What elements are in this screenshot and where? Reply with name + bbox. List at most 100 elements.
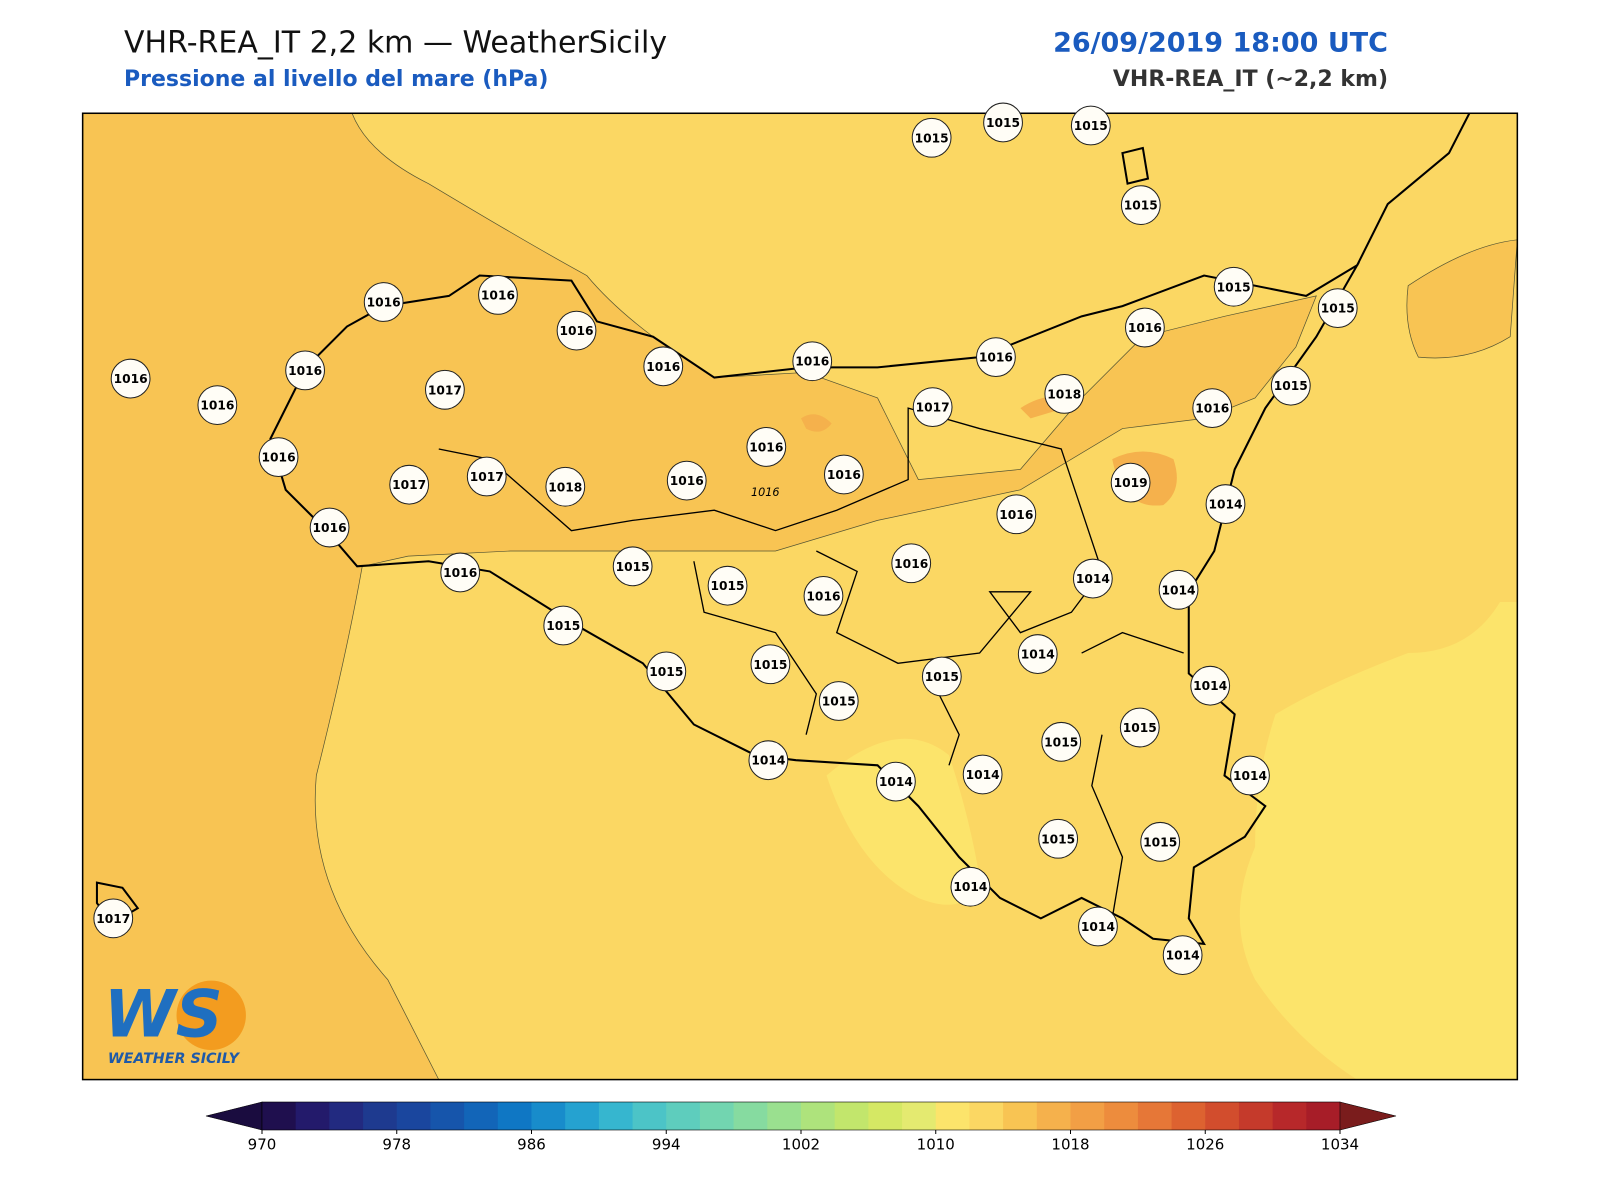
station: 1016	[891, 543, 932, 584]
station-marker	[1110, 462, 1151, 503]
station: 1016	[792, 341, 833, 382]
colorbar-bin	[464, 1102, 499, 1130]
station: 1016	[258, 437, 299, 478]
station-value: 1015	[1274, 379, 1308, 393]
station-value: 1014	[879, 775, 913, 789]
station-marker	[285, 350, 325, 391]
station-marker	[792, 341, 833, 382]
station: 1014	[876, 761, 916, 802]
station: 1015	[750, 644, 791, 685]
station-marker	[556, 310, 597, 351]
station-value: 1015	[1123, 721, 1157, 735]
station-marker	[912, 387, 953, 428]
station: 1014	[1190, 665, 1231, 706]
station-marker	[818, 681, 859, 721]
station: 1017	[389, 464, 430, 505]
colorbar-under	[205, 1101, 263, 1131]
station-marker	[363, 282, 404, 322]
colorbar-tick-label: 1018	[1051, 1136, 1089, 1154]
colorbar-bin	[1003, 1102, 1038, 1130]
station-marker	[643, 346, 684, 387]
logo: WS WEATHER SICILY	[104, 976, 246, 1067]
station: 1015	[543, 605, 584, 646]
station-value: 1014	[953, 880, 987, 894]
colorbar-tick-label: 1026	[1186, 1136, 1224, 1154]
colorbar-bin	[969, 1102, 1004, 1130]
station-marker	[646, 651, 687, 692]
station-marker	[1017, 634, 1058, 674]
station: 1015	[1213, 266, 1254, 307]
station-value: 1016	[288, 364, 322, 378]
colorbar-bin	[902, 1102, 937, 1130]
colorbar-bin	[666, 1102, 701, 1130]
colorbar-bin	[430, 1102, 465, 1130]
colorbar-bin	[1272, 1102, 1307, 1130]
station-marker	[1317, 288, 1358, 329]
station: 1016	[803, 576, 844, 616]
colorbar-bin	[868, 1102, 903, 1130]
station-marker	[921, 656, 962, 697]
map-frame	[81, 112, 1519, 1081]
station-value: 1014	[1162, 583, 1196, 597]
station-marker	[876, 761, 916, 802]
station-value: 1014	[1076, 572, 1110, 586]
station-marker	[1072, 558, 1113, 599]
station: 1016	[440, 552, 481, 593]
colorbar-tick-label: 978	[382, 1136, 411, 1154]
field-1016	[1406, 239, 1518, 359]
colorbar-bin	[1137, 1102, 1173, 1130]
station: 1015	[983, 102, 1023, 143]
station: 1015	[911, 117, 952, 158]
station-marker	[1119, 707, 1160, 748]
colorbar-bin	[1306, 1102, 1341, 1130]
colorbar-bin	[329, 1102, 364, 1130]
station-value: 1015	[1044, 735, 1078, 749]
station-marker	[545, 466, 586, 507]
station-value: 1016	[313, 521, 347, 535]
station: 1016	[1124, 307, 1165, 348]
logo-mark: WS	[104, 976, 223, 1052]
station-value: 1016	[367, 296, 401, 310]
station-marker	[1038, 818, 1079, 859]
station-value: 1016	[894, 557, 928, 571]
station: 1016	[996, 494, 1037, 535]
station-value: 1014	[1233, 769, 1267, 783]
station: 1015	[1270, 365, 1311, 406]
station: 1016	[746, 427, 787, 467]
station: 1016	[556, 310, 597, 351]
station-marker	[666, 460, 707, 501]
station: 1014	[1205, 484, 1246, 524]
station: 1014	[1158, 569, 1199, 610]
station-marker	[612, 546, 653, 587]
station-marker	[440, 552, 481, 593]
station-marker	[1213, 266, 1254, 307]
logo-text: WEATHER SICILY	[108, 1051, 241, 1067]
station-marker	[1270, 365, 1311, 406]
colorbar-bin	[497, 1102, 532, 1130]
colorbar-bin	[363, 1102, 398, 1130]
station-value: 1014	[1193, 679, 1227, 693]
station-value: 1016	[999, 508, 1033, 522]
station-value: 1014	[1166, 949, 1200, 963]
station: 1016	[197, 385, 238, 425]
station-marker	[803, 576, 844, 616]
station: 1014	[1078, 906, 1118, 947]
station-value: 1017	[916, 401, 950, 415]
map: 1016 1015 1015 1015 1015 1016 1016 1016 1015 101…	[81, 102, 1519, 1081]
colorbar-bin	[632, 1102, 667, 1130]
station-marker	[707, 565, 748, 606]
station-value: 1015	[649, 665, 683, 679]
station: 1014	[1162, 935, 1203, 975]
station: 1016	[285, 350, 325, 391]
station-value: 1014	[751, 754, 785, 768]
station: 1016	[976, 337, 1016, 378]
province-border	[438, 407, 1184, 919]
station-value: 1016	[670, 474, 704, 488]
station-value: 1016	[114, 372, 148, 386]
station-marker	[823, 454, 864, 495]
colorbar-tick-label: 986	[517, 1136, 546, 1154]
station-value: 1017	[392, 478, 426, 492]
subtitle: Pressione al livello del mare (hPa)	[124, 67, 548, 92]
station-marker	[950, 866, 991, 907]
colorbar-bin	[1036, 1102, 1071, 1130]
